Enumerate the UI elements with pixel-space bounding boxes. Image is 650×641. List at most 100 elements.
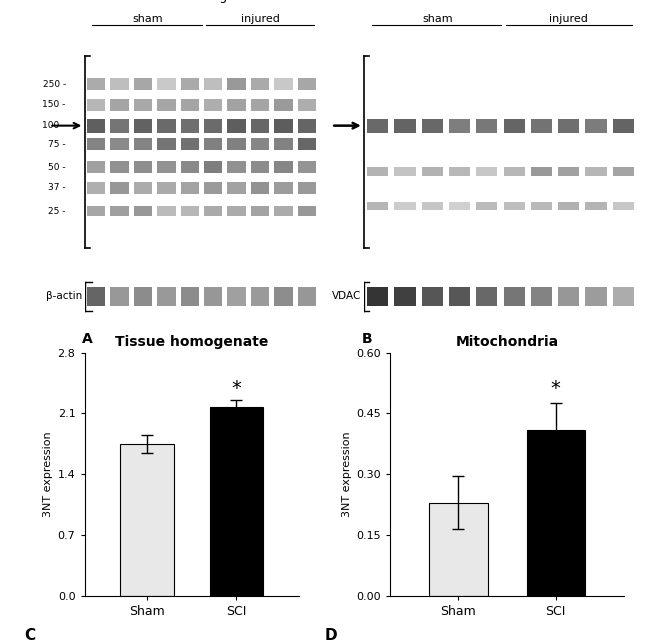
Bar (87, 162, 105, 173)
Bar (504, 203, 525, 210)
Bar (367, 167, 388, 176)
Bar (87, 119, 105, 133)
Bar (395, 203, 415, 210)
Bar (613, 119, 634, 133)
Bar (558, 167, 579, 176)
Bar (298, 138, 316, 151)
Bar (181, 138, 199, 151)
Bar (531, 203, 552, 210)
Bar (157, 119, 176, 133)
Y-axis label: 3NT expression: 3NT expression (44, 431, 53, 517)
Bar (251, 119, 269, 133)
Bar (157, 78, 176, 90)
Bar (274, 119, 292, 133)
Bar (227, 78, 246, 90)
Bar (157, 99, 176, 111)
Bar (251, 182, 269, 194)
Text: sham: sham (422, 14, 453, 24)
Bar (531, 119, 552, 133)
Bar (181, 99, 199, 111)
Text: 75 -: 75 - (48, 140, 66, 149)
Bar (227, 182, 246, 194)
Y-axis label: 3NT expression: 3NT expression (342, 431, 352, 517)
Bar (157, 206, 176, 215)
Bar (157, 287, 176, 306)
Bar (526, 429, 585, 596)
Text: injured: injured (240, 14, 280, 24)
Bar (251, 78, 269, 90)
Text: D: D (324, 628, 337, 641)
Bar (157, 162, 176, 173)
Text: 37 -: 37 - (48, 183, 66, 192)
Bar (298, 287, 316, 306)
Bar (87, 78, 105, 90)
Bar (449, 119, 470, 133)
Title: Mitochondria: Mitochondria (456, 335, 558, 349)
Bar (181, 287, 199, 306)
Bar (134, 119, 152, 133)
Bar (181, 162, 199, 173)
Bar (274, 99, 292, 111)
Bar (531, 167, 552, 176)
Bar (298, 78, 316, 90)
Bar (586, 287, 606, 306)
Bar (586, 203, 606, 210)
Bar (204, 182, 222, 194)
Bar (134, 182, 152, 194)
Bar (422, 203, 443, 210)
Bar (111, 78, 129, 90)
Text: B: B (361, 332, 372, 345)
Bar (204, 162, 222, 173)
Bar (111, 182, 129, 194)
Text: 150 -: 150 - (42, 101, 66, 110)
Bar (274, 78, 292, 90)
Bar (504, 287, 525, 306)
Bar (204, 119, 222, 133)
Bar (613, 203, 634, 210)
Bar (274, 287, 292, 306)
Bar (298, 119, 316, 133)
Bar (204, 287, 222, 306)
Bar (204, 78, 222, 90)
Bar (111, 99, 129, 111)
Bar (558, 119, 579, 133)
Text: VDAC: VDAC (332, 292, 361, 301)
Text: *: * (551, 379, 561, 399)
Bar (504, 167, 525, 176)
Bar (395, 167, 415, 176)
Bar (449, 203, 470, 210)
Bar (251, 99, 269, 111)
Bar (120, 444, 174, 596)
Bar (227, 119, 246, 133)
Bar (395, 287, 415, 306)
Bar (251, 138, 269, 151)
Bar (274, 138, 292, 151)
Bar (227, 206, 246, 215)
Bar (134, 99, 152, 111)
Bar (476, 119, 497, 133)
Bar (274, 162, 292, 173)
Bar (134, 138, 152, 151)
Bar (181, 78, 199, 90)
Bar (367, 203, 388, 210)
Text: injured: injured (549, 14, 588, 24)
Bar (87, 287, 105, 306)
Bar (274, 206, 292, 215)
Bar (209, 408, 263, 596)
Bar (87, 138, 105, 151)
Bar (449, 167, 470, 176)
Bar (227, 138, 246, 151)
Bar (558, 287, 579, 306)
Bar (111, 206, 129, 215)
Text: A: A (82, 332, 93, 345)
Bar (531, 287, 552, 306)
Bar (181, 182, 199, 194)
Bar (87, 99, 105, 111)
Bar (476, 203, 497, 210)
Bar (87, 182, 105, 194)
Bar (227, 99, 246, 111)
Bar (204, 99, 222, 111)
Bar (504, 119, 525, 133)
Bar (111, 119, 129, 133)
Bar (586, 167, 606, 176)
